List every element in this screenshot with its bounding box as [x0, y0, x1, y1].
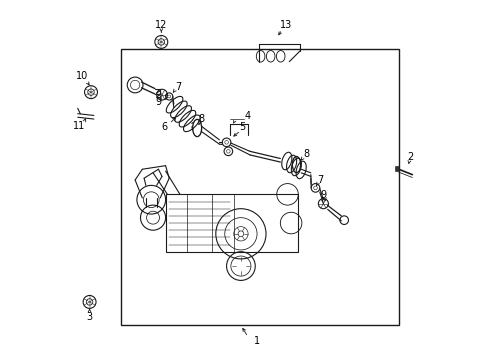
Text: 5: 5 — [239, 122, 245, 132]
Bar — [394, 166, 398, 171]
Text: 9: 9 — [320, 190, 326, 200]
Bar — [121, 49, 398, 325]
Text: 10: 10 — [76, 71, 88, 81]
Text: 1: 1 — [253, 336, 260, 346]
Text: 4: 4 — [244, 111, 251, 121]
Text: 11: 11 — [73, 121, 85, 131]
Text: 8: 8 — [303, 149, 308, 159]
Text: 12: 12 — [155, 20, 167, 30]
Text: 2: 2 — [406, 152, 412, 162]
Text: 3: 3 — [86, 312, 92, 322]
Text: 13: 13 — [279, 20, 291, 30]
Text: 9: 9 — [155, 97, 161, 107]
Text: 6: 6 — [162, 122, 167, 132]
Text: 7: 7 — [175, 82, 181, 92]
Bar — [165, 194, 298, 252]
Text: 8: 8 — [198, 114, 204, 124]
Text: 7: 7 — [317, 175, 323, 185]
